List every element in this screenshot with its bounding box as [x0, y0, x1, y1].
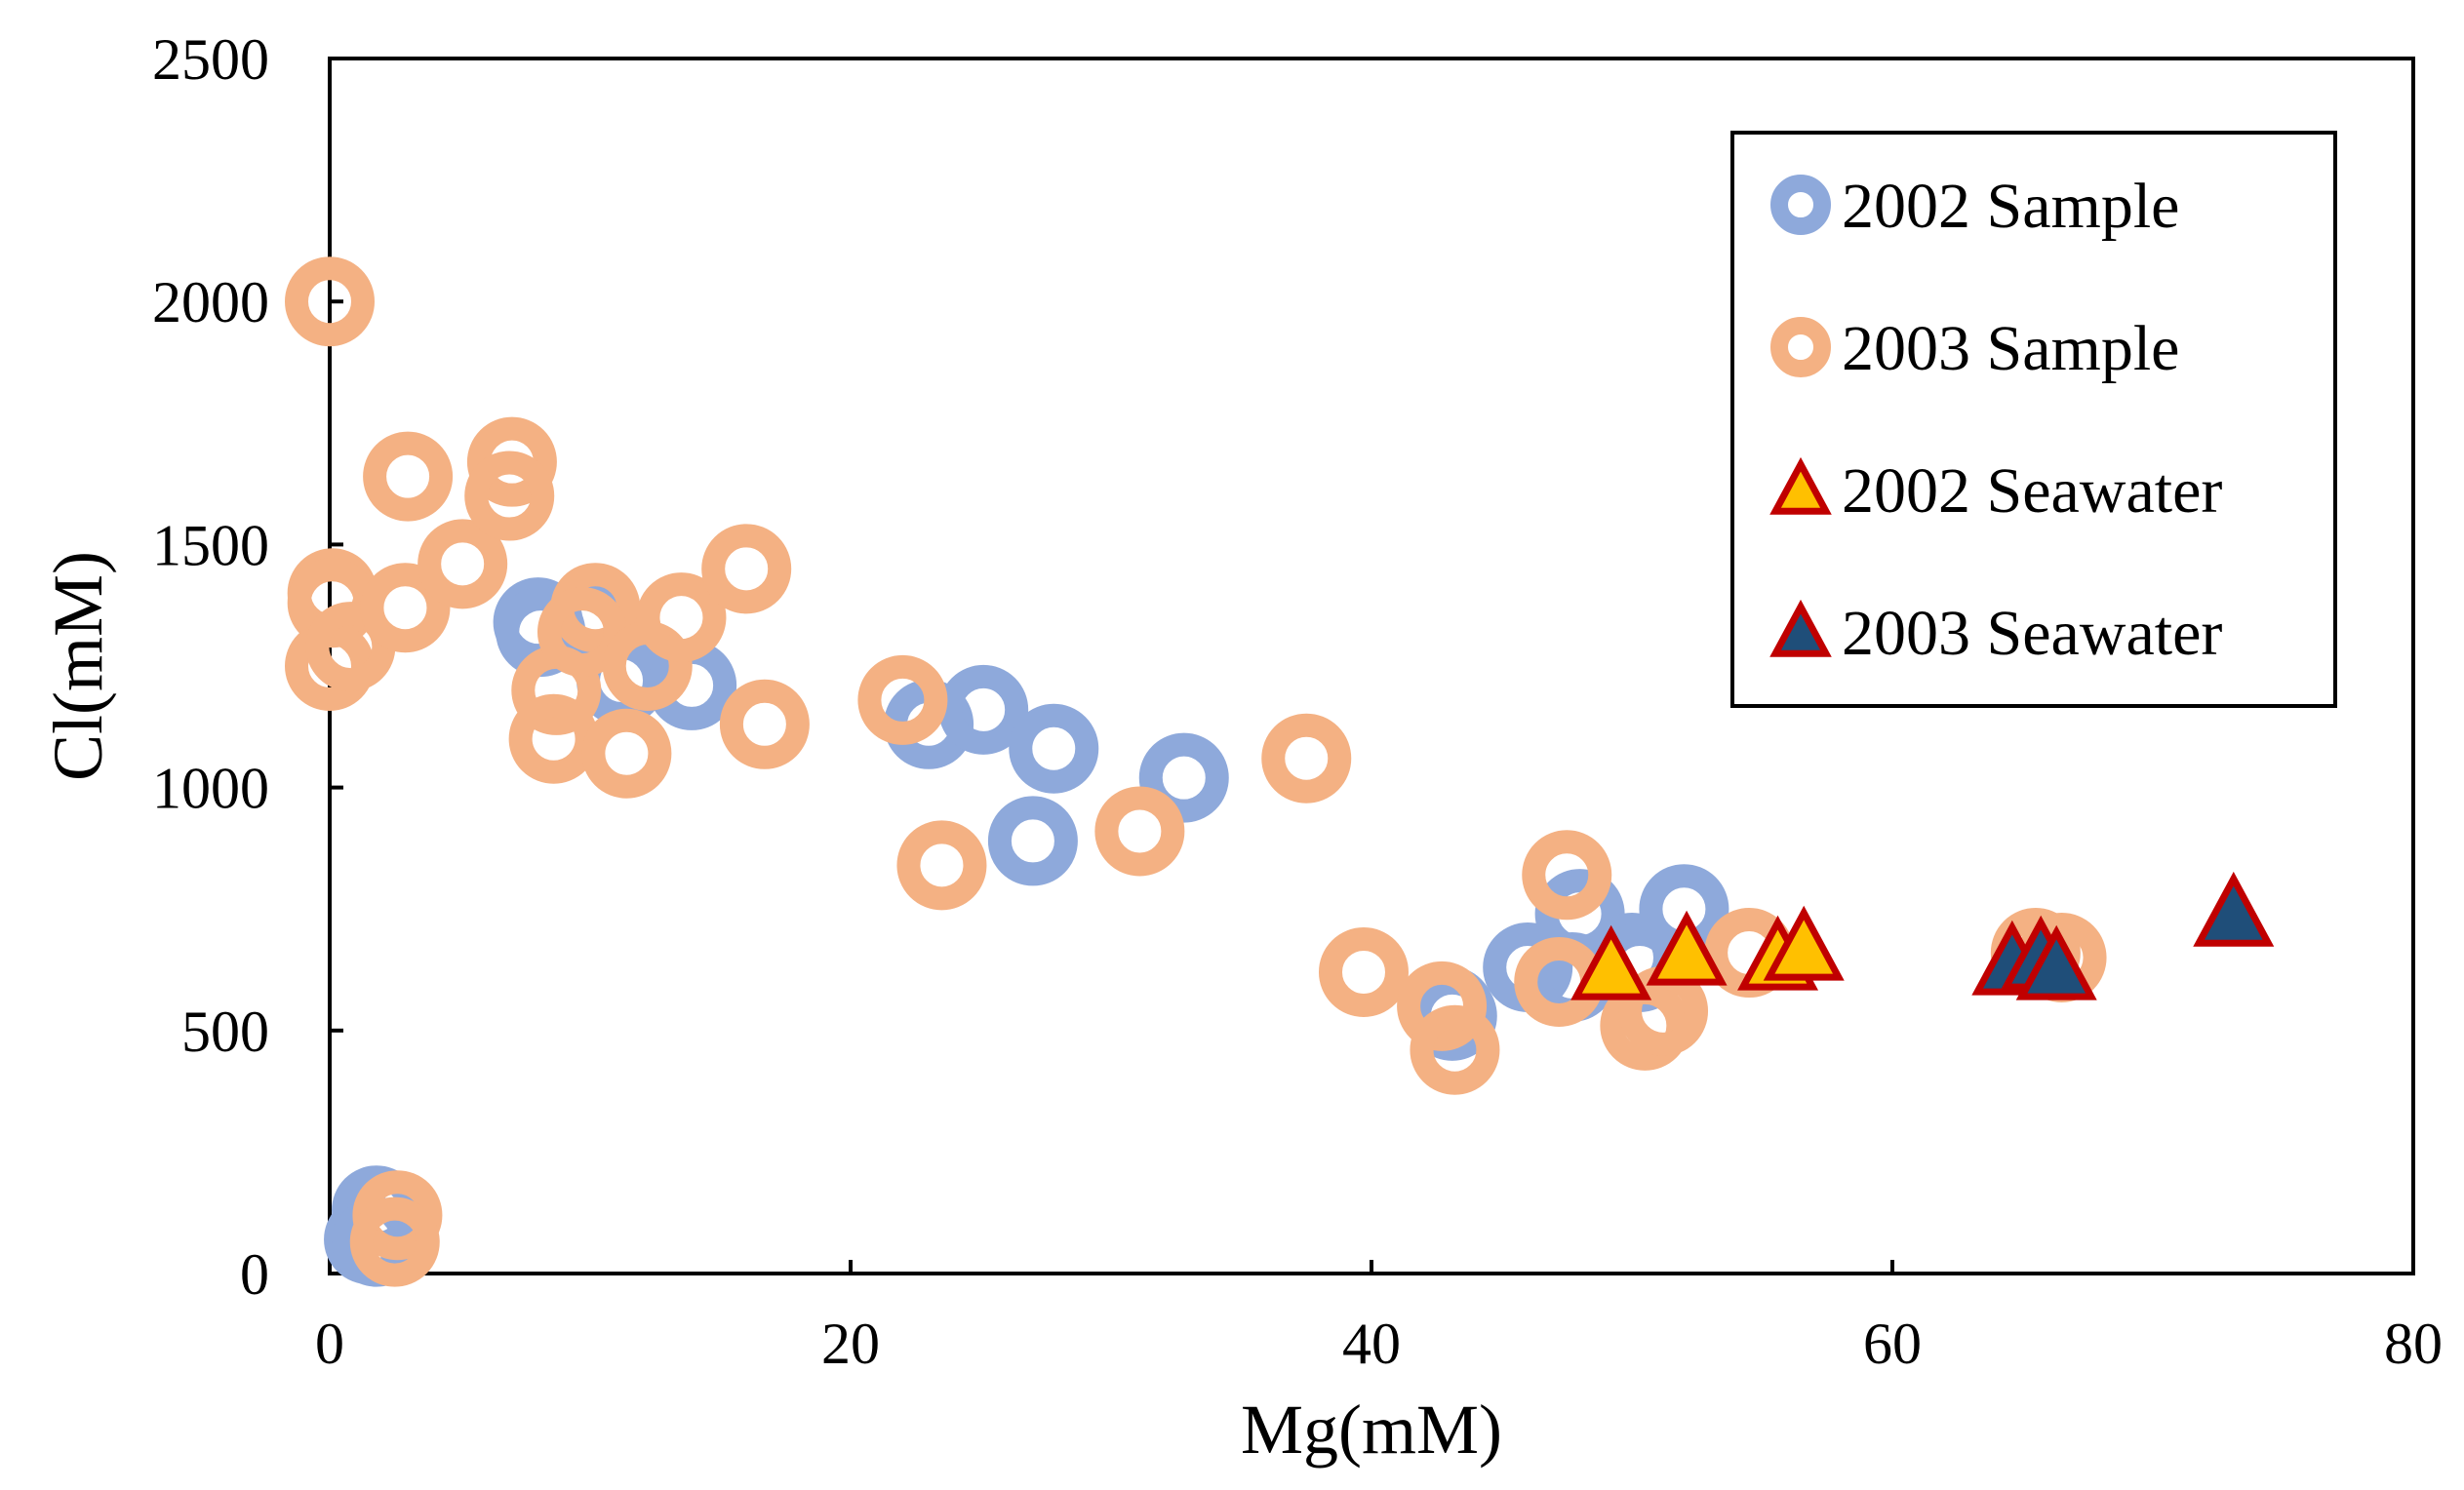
- point-2003-sample: [363, 431, 454, 522]
- legend-marker-2002-seawater: [1769, 456, 1832, 515]
- legend-marker-2002-sample: [1770, 175, 1831, 235]
- legend-box: [1730, 131, 2337, 708]
- point-2003-sample: [1094, 786, 1185, 877]
- point-2003-sample: [636, 572, 727, 663]
- point-2003-seawater: [2015, 924, 2097, 1000]
- point-2003-sample: [1397, 961, 1488, 1051]
- point-2002-seawater: [1570, 924, 1652, 1000]
- point-2003-sample: [537, 587, 627, 678]
- point-2003-sample: [1522, 830, 1612, 921]
- point-2003-sample: [719, 679, 810, 769]
- point-2002-sample: [1009, 703, 1099, 794]
- point-2003-sample: [1410, 1004, 1500, 1095]
- legend-label-2003-sample: 2003 Sample: [1842, 313, 2179, 384]
- legend-label-2002-sample: 2002 Sample: [1842, 171, 2179, 242]
- y-tick-label: 500: [181, 1000, 269, 1064]
- x-tick-label: 80: [2384, 1312, 2443, 1376]
- point-2003-sample: [896, 820, 987, 911]
- series-2003-seawater: [1971, 871, 2275, 1000]
- y-axis-title: Cl(mM): [39, 551, 117, 781]
- series-2002-seawater: [1570, 905, 1845, 1000]
- point-2002-sample: [1138, 732, 1229, 823]
- series-2003-sample: [285, 256, 2107, 1287]
- y-tick-label: 1000: [152, 757, 269, 821]
- x-tick-label: 0: [315, 1312, 344, 1376]
- x-tick-label: 40: [1342, 1312, 1401, 1376]
- point-2003-sample: [285, 256, 375, 347]
- point-2003-sample: [701, 524, 792, 614]
- point-2003-sample: [349, 1196, 440, 1287]
- x-tick-label: 60: [1863, 1312, 1922, 1376]
- x-axis-title: Mg(mM): [1241, 1391, 1502, 1469]
- point-2002-sample: [938, 664, 1029, 755]
- y-tick-label: 2000: [152, 270, 269, 334]
- y-tick-label: 1500: [152, 513, 269, 577]
- point-2002-sample: [987, 796, 1078, 886]
- point-2003-sample: [581, 708, 672, 799]
- point-2003-sample: [466, 416, 557, 507]
- point-2003-sample: [464, 451, 555, 541]
- y-tick-label: 2500: [152, 27, 269, 92]
- legend-label-2003-seawater: 2003 Seawater: [1842, 598, 2222, 669]
- point-2003-sample: [857, 654, 948, 745]
- point-2003-seawater: [2193, 871, 2275, 947]
- legend-label-2002-seawater: 2002 Seawater: [1842, 455, 2222, 527]
- legend-marker-2003-sample: [1770, 317, 1831, 377]
- legend-marker-2003-seawater: [1769, 599, 1832, 657]
- point-2003-sample: [360, 563, 451, 653]
- point-2002-seawater: [1646, 910, 1728, 986]
- point-2003-sample: [1318, 926, 1409, 1017]
- y-tick-label: 0: [240, 1242, 269, 1307]
- point-2003-sample: [417, 519, 508, 609]
- point-2002-seawater: [1763, 905, 1845, 981]
- point-2003-sample: [1261, 713, 1352, 804]
- x-tick-label: 20: [821, 1312, 880, 1376]
